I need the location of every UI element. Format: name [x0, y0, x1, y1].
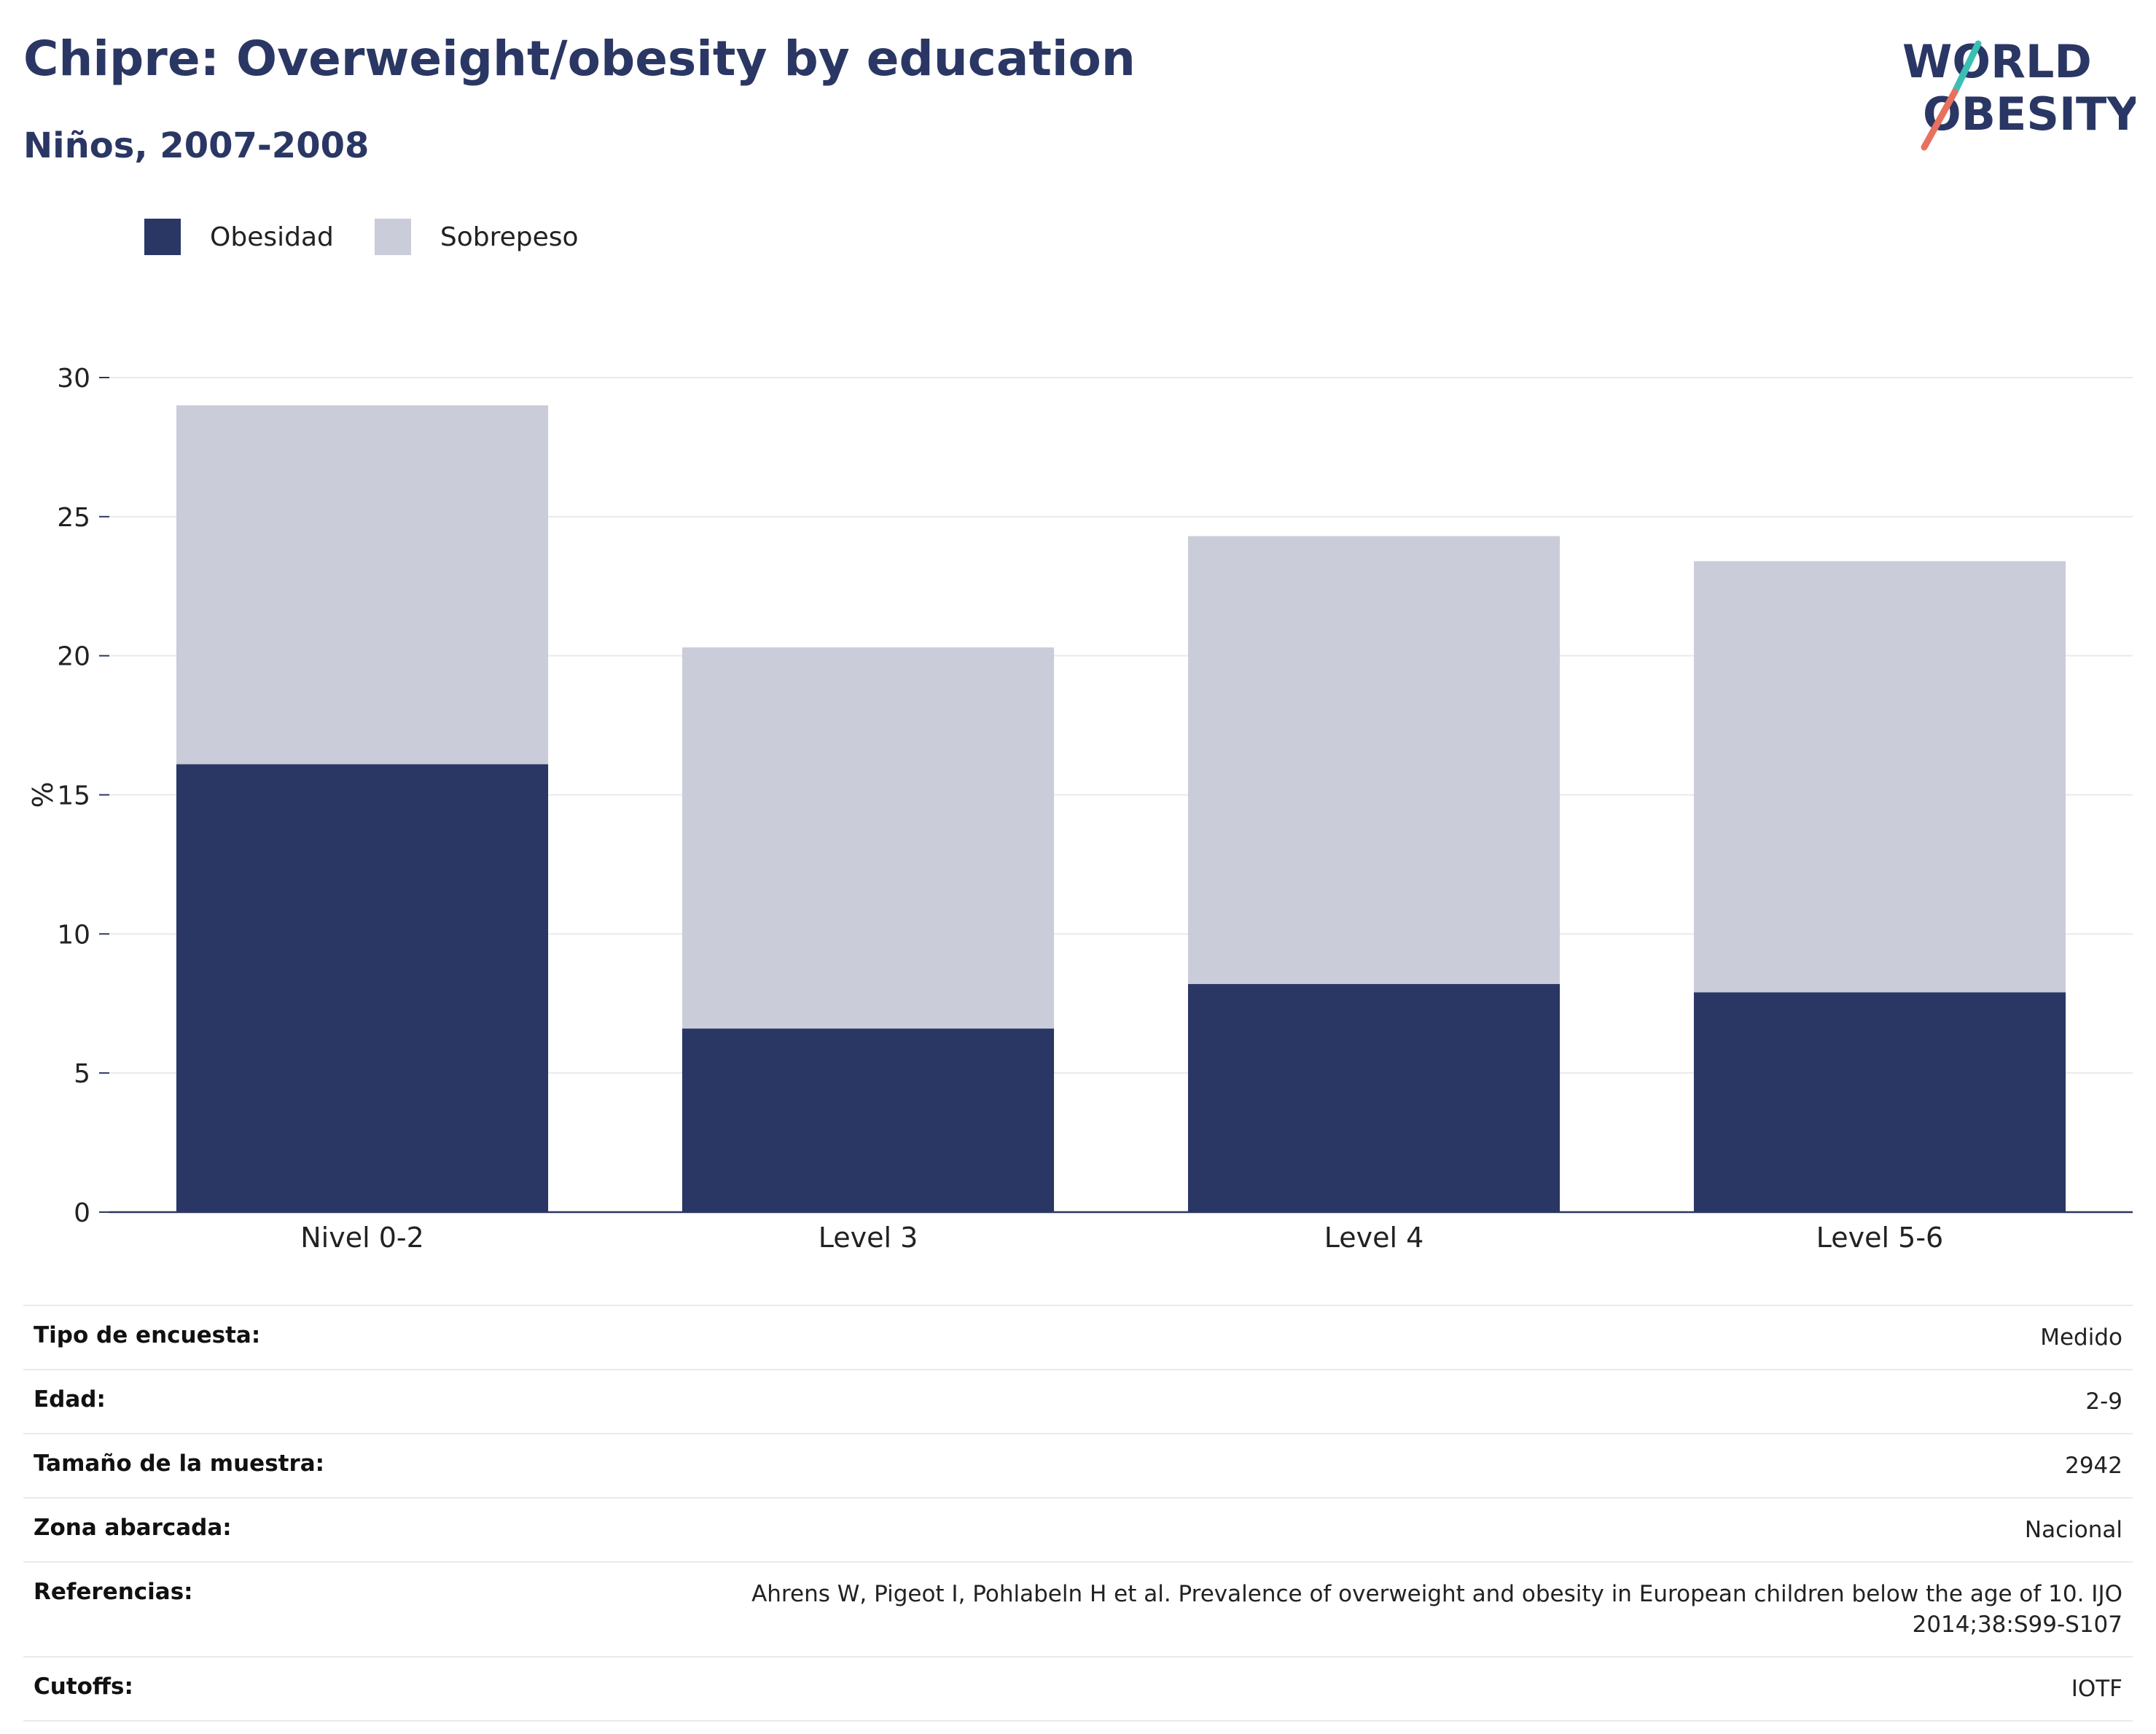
info-value: 2942	[2065, 1453, 2122, 1479]
legend-item-sobrepeso[interactable]: Sobrepeso	[374, 219, 579, 255]
y-axis-label: %	[27, 781, 59, 808]
info-label: Cutoffs:	[34, 1674, 133, 1700]
info-value: Medido	[2040, 1324, 2122, 1351]
world-obesity-logo: WORLD OBESITY	[1902, 35, 2136, 151]
chart-title: Chipre: Overweight/obesity by education	[23, 31, 1136, 87]
info-label: Edad:	[34, 1386, 106, 1413]
info-label: Zona abarcada:	[34, 1515, 232, 1541]
legend-swatch-sobrepeso	[374, 219, 411, 255]
bar-sobrepeso	[681, 647, 1055, 1029]
x-tick-label: Nivel 0-2	[300, 1222, 424, 1254]
legend-swatch-obesidad	[144, 219, 181, 255]
bar-obesidad	[681, 1028, 1055, 1212]
survey-info-table: Tipo de encuesta: Medido Edad: 2-9 Tamañ…	[23, 1305, 2133, 1722]
info-row-survey-type: Tipo de encuesta: Medido	[23, 1306, 2133, 1370]
bar-obesidad	[1187, 984, 1561, 1212]
bar-sobrepeso	[176, 405, 549, 765]
y-tick-label: 15	[57, 781, 90, 811]
y-tick-label: 30	[57, 364, 90, 394]
info-value: Ahrens W, Pigeot I, Pohlabeln H et al. P…	[751, 1581, 2122, 1638]
x-tick-label: Level 3	[819, 1222, 918, 1254]
bar-sobrepeso	[1693, 561, 2066, 993]
y-tick-label: 10	[57, 920, 90, 950]
info-value: 2-9	[2085, 1389, 2122, 1415]
info-row-cutoffs: Cutoffs: IOTF	[23, 1657, 2133, 1722]
chart-subtitle: Niños, 2007-2008	[23, 125, 370, 166]
logo-text-world: WORLD	[1902, 35, 2092, 88]
legend-item-obesidad[interactable]: Obesidad	[144, 219, 334, 255]
info-row-references: Referencias: Ahrens W, Pigeot I, Pohlabe…	[23, 1563, 2133, 1657]
x-tick-label: Level 4	[1324, 1222, 1424, 1254]
info-label: Tipo de encuesta:	[34, 1322, 261, 1348]
y-tick-label: 20	[57, 642, 90, 672]
y-tick-label: 0	[74, 1198, 90, 1228]
info-row-age: Edad: 2-9	[23, 1370, 2133, 1434]
logo-text-obesity: OBESITY	[1923, 87, 2136, 141]
info-label: Tamaño de la muestra:	[34, 1450, 325, 1477]
info-value: IOTF	[2071, 1676, 2122, 1702]
logo-slash-teal	[1951, 40, 1982, 95]
info-row-area: Zona abarcada: Nacional	[23, 1499, 2133, 1563]
info-label: Referencias:	[34, 1579, 193, 1605]
bar-obesidad	[176, 764, 549, 1212]
logo-slash-coral	[1921, 88, 1958, 151]
bar-sobrepeso	[1187, 536, 1561, 985]
info-value: Nacional	[2024, 1517, 2122, 1543]
bar-obesidad	[1693, 992, 2066, 1212]
y-tick-label: 5	[74, 1059, 90, 1089]
x-tick-label: Level 5-6	[1816, 1222, 1943, 1254]
chart-legend: Obesidad Sobrepeso	[144, 219, 620, 255]
legend-label-sobrepeso: Sobrepeso	[440, 222, 579, 252]
info-row-sample-size: Tamaño de la muestra: 2942	[23, 1434, 2133, 1499]
legend-label-obesidad: Obesidad	[210, 222, 334, 252]
bar-chart: 0 5 10 15 20 25 30% Nivel 0-2 Level 3 Level 4 Leve…	[27, 364, 2133, 1254]
y-tick-label: 25	[57, 503, 90, 533]
